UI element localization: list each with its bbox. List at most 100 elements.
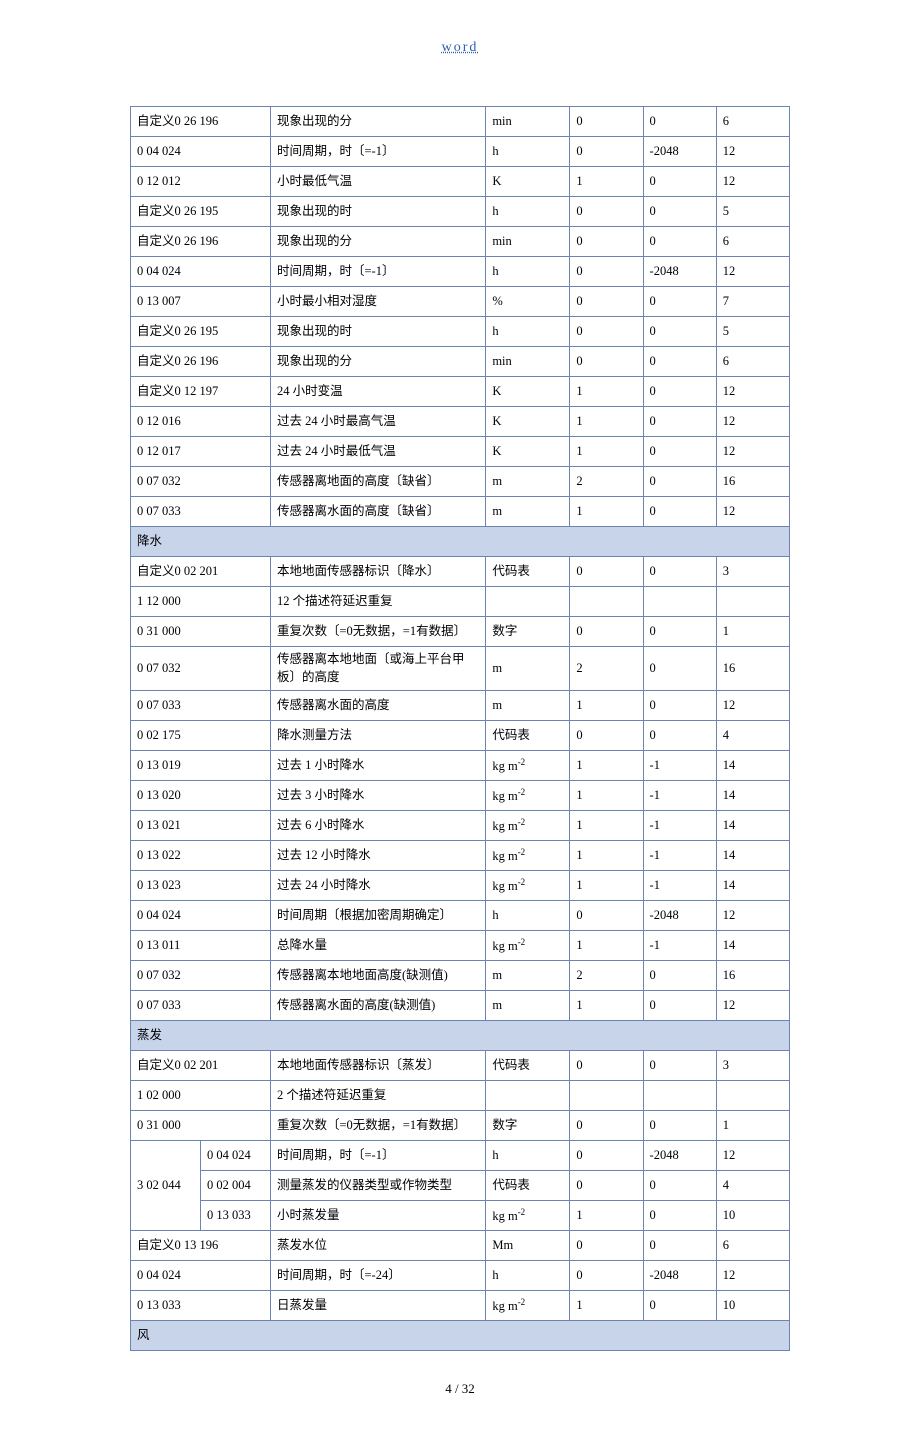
table-cell: 过去 12 小时降水 — [270, 841, 485, 871]
table-cell: 0 — [570, 617, 643, 647]
table-cell: 1 — [570, 841, 643, 871]
table-cell: 0 — [570, 317, 643, 347]
table-cell: 1 — [570, 167, 643, 197]
table-cell: 0 — [643, 1171, 716, 1201]
table-cell: 过去 24 小时最低气温 — [270, 437, 485, 467]
table-cell: -1 — [643, 871, 716, 901]
table-cell: 现象出现的分 — [270, 227, 485, 257]
table-cell: 0 — [643, 1291, 716, 1321]
table-cell: 0 04 024 — [131, 137, 271, 167]
table-row: 0 12 012小时最低气温K1012 — [131, 167, 790, 197]
table-row: 0 04 024时间周期〔根据加密周期确定〕h0-204812 — [131, 901, 790, 931]
table-cell: 0 13 033 — [200, 1201, 270, 1231]
table-cell: min — [486, 107, 570, 137]
table-cell: 12 — [716, 377, 789, 407]
table-row: 0 13 033小时蒸发量kg m-21010 — [131, 1201, 790, 1231]
table-cell: h — [486, 137, 570, 167]
table-cell: 0 — [570, 1141, 643, 1171]
table-cell: 小时最低气温 — [270, 167, 485, 197]
table-cell: 0 — [570, 721, 643, 751]
table-cell: 6 — [716, 347, 789, 377]
table-cell: 0 — [643, 107, 716, 137]
table-cell: 0 31 000 — [131, 617, 271, 647]
table-cell: 0 04 024 — [131, 257, 271, 287]
table-cell: 传感器离本地地面高度(缺测值) — [270, 961, 485, 991]
table-cell: 12 — [716, 257, 789, 287]
table-cell: 0 04 024 — [200, 1141, 270, 1171]
table-row: 0 07 033传感器离水面的高度(缺测值)m1012 — [131, 991, 790, 1021]
table-cell: 1 — [570, 991, 643, 1021]
table-cell: 0 13 007 — [131, 287, 271, 317]
table-cell: 总降水量 — [270, 931, 485, 961]
table-cell: 0 07 033 — [131, 691, 271, 721]
table-cell — [486, 1081, 570, 1111]
table-cell: 测量蒸发的仪器类型或作物类型 — [270, 1171, 485, 1201]
table-cell: 0 13 019 — [131, 751, 271, 781]
table-cell: 0 12 012 — [131, 167, 271, 197]
table-cell: 3 02 044 — [131, 1141, 201, 1231]
table-row: 3 02 0440 04 024时间周期，时〔=-1〕h0-204812 — [131, 1141, 790, 1171]
table-cell: 12 — [716, 437, 789, 467]
table-cell: 0 — [643, 1111, 716, 1141]
table-cell: 0 — [570, 197, 643, 227]
table-cell: 12 — [716, 1261, 789, 1291]
table-cell: -2048 — [643, 1141, 716, 1171]
table-cell: 0 13 011 — [131, 931, 271, 961]
table-cell: 0 07 032 — [131, 647, 271, 691]
table-cell: 0 07 032 — [131, 467, 271, 497]
section-label: 风 — [131, 1321, 790, 1351]
table-cell: 0 — [643, 437, 716, 467]
table-cell: m — [486, 961, 570, 991]
table-cell: 数字 — [486, 1111, 570, 1141]
table-row: 0 07 032传感器离本地地面〔或海上平台甲板〕的高度m2016 — [131, 647, 790, 691]
table-row: 0 13 022过去 12 小时降水kg m-21-114 — [131, 841, 790, 871]
table-cell: 过去 24 小时降水 — [270, 871, 485, 901]
table-cell: 1 — [570, 691, 643, 721]
table-cell: 现象出现的时 — [270, 317, 485, 347]
table-cell: kg m-2 — [486, 871, 570, 901]
table-cell: 0 13 021 — [131, 811, 271, 841]
table-cell: 12 个描述符延迟重复 — [270, 587, 485, 617]
table-cell: h — [486, 317, 570, 347]
table-cell: 14 — [716, 841, 789, 871]
table-cell: 12 — [716, 497, 789, 527]
table-cell: -2048 — [643, 137, 716, 167]
table-cell: 1 — [570, 1291, 643, 1321]
table-cell — [486, 587, 570, 617]
table-cell: 0 — [570, 1051, 643, 1081]
table-cell: 0 — [643, 377, 716, 407]
table-row: 0 13 019过去 1 小时降水kg m-21-114 — [131, 751, 790, 781]
table-cell: m — [486, 991, 570, 1021]
table-cell: 0 02 004 — [200, 1171, 270, 1201]
table-row: 1 12 00012 个描述符延迟重复 — [131, 587, 790, 617]
table-cell: 数字 — [486, 617, 570, 647]
table-row: 0 12 016过去 24 小时最高气温K1012 — [131, 407, 790, 437]
table-row: 自定义0 26 195现象出现的时h005 — [131, 317, 790, 347]
table-cell: K — [486, 167, 570, 197]
table-cell: 0 07 033 — [131, 991, 271, 1021]
table-cell: kg m-2 — [486, 781, 570, 811]
page-number: 4 / 32 — [0, 1381, 920, 1397]
table-row: 自定义0 26 196现象出现的分min006 — [131, 347, 790, 377]
table-row: 0 02 004测量蒸发的仪器类型或作物类型代码表004 — [131, 1171, 790, 1201]
table-cell: 自定义0 02 201 — [131, 557, 271, 587]
table-row: 自定义0 26 196现象出现的分min006 — [131, 107, 790, 137]
table-cell: h — [486, 1261, 570, 1291]
table-cell: 12 — [716, 137, 789, 167]
table-cell: 5 — [716, 197, 789, 227]
page: word 自定义0 26 196现象出现的分min0060 04 024时间周期… — [0, 0, 920, 1437]
section-label: 蒸发 — [131, 1021, 790, 1051]
table-cell: 12 — [716, 167, 789, 197]
table-cell: 0 — [643, 557, 716, 587]
table-row: 自定义0 26 195现象出现的时h005 — [131, 197, 790, 227]
table-cell: 0 — [643, 961, 716, 991]
table-cell: 本地地面传感器标识〔蒸发〕 — [270, 1051, 485, 1081]
table-cell: 自定义0 02 201 — [131, 1051, 271, 1081]
table-cell: 0 — [570, 901, 643, 931]
table-cell: 24 小时变温 — [270, 377, 485, 407]
table-cell: 1 — [570, 871, 643, 901]
table-row: 自定义0 02 201本地地面传感器标识〔蒸发〕代码表003 — [131, 1051, 790, 1081]
table-row: 自定义0 12 19724 小时变温K1012 — [131, 377, 790, 407]
table-cell: 传感器离本地地面〔或海上平台甲板〕的高度 — [270, 647, 485, 691]
table-cell: 14 — [716, 781, 789, 811]
